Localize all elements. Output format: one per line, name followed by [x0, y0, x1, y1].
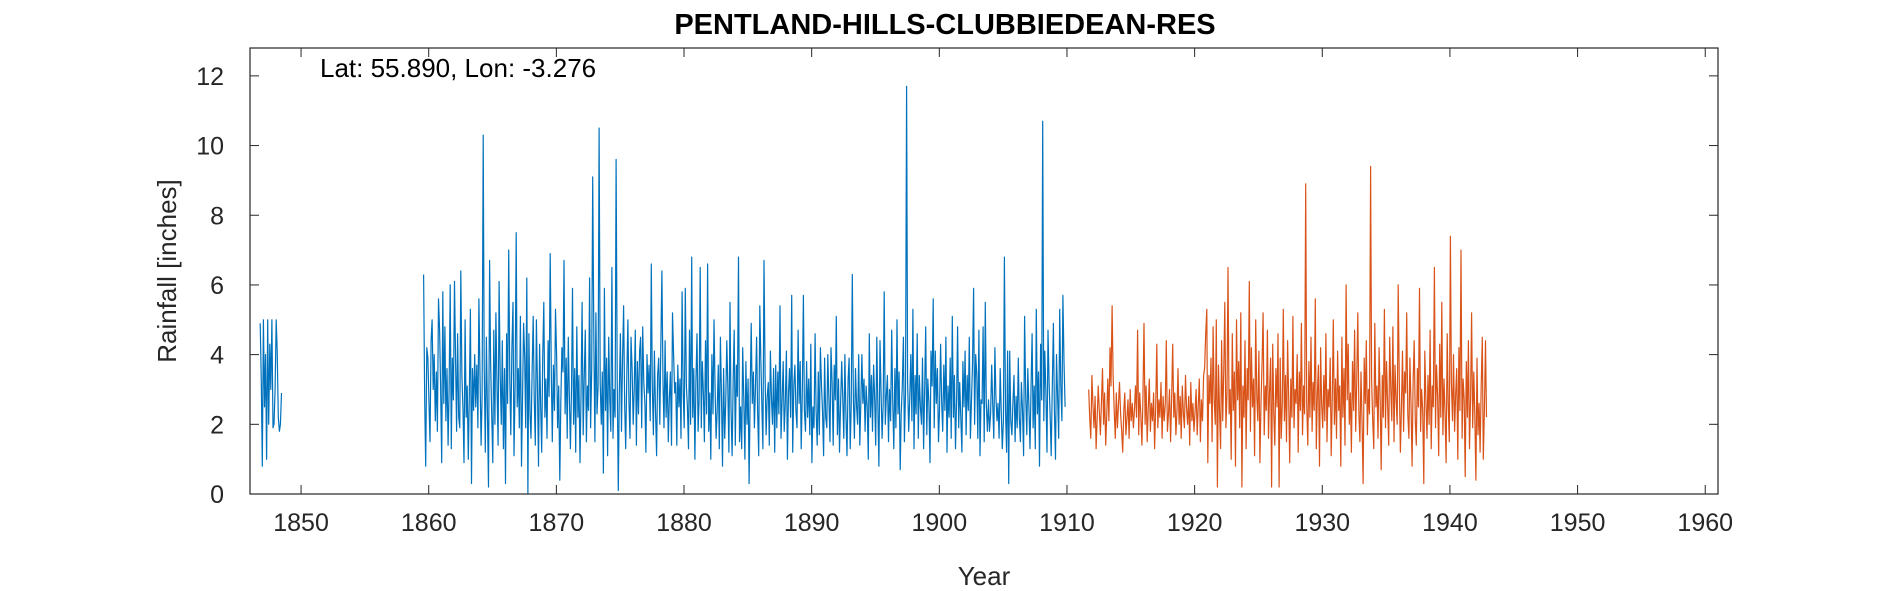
x-tick-label: 1870: [529, 509, 585, 537]
x-tick-label: 1880: [656, 509, 712, 537]
plot-lines: [259, 85, 1488, 495]
x-axis: 1850 1860 1870 1880 1890 1900 1910 1920 1930 1940…: [273, 48, 1733, 537]
x-tick-label: 1950: [1550, 509, 1606, 537]
axes-box: [249, 47, 1719, 495]
x-axis-label: Year: [958, 561, 1011, 591]
series-2-line-segment-1: [1088, 165, 1488, 488]
x-tick-label: 1850: [273, 509, 329, 537]
y-axis: 0 2 4 6 8 10 12: [196, 63, 1718, 509]
y-tick-label: 0: [210, 481, 224, 509]
y-axis-label: Rainfall [inches]: [152, 179, 182, 363]
y-tick-label: 2: [210, 411, 224, 439]
series-1-line-segment-1: [259, 319, 283, 467]
chart-title: PENTLAND-HILLS-CLUBBIEDEAN-RES: [674, 9, 1215, 41]
x-tick-label: 1910: [1039, 509, 1095, 537]
location-annotation: Lat: 55.890, Lon: -3.276: [320, 53, 596, 83]
y-tick-label: 4: [210, 342, 224, 370]
x-tick-label: 1960: [1677, 509, 1733, 537]
x-tick-label: 1890: [784, 509, 840, 537]
series-1-line-segment-2: [423, 85, 1066, 495]
x-tick-label: 1900: [912, 509, 968, 537]
x-tick-label: 1930: [1294, 509, 1350, 537]
y-tick-label: 10: [196, 133, 224, 161]
x-tick-label: 1920: [1167, 509, 1223, 537]
x-tick-label: 1940: [1422, 509, 1478, 537]
x-tick-label: 1860: [401, 509, 457, 537]
y-tick-label: 6: [210, 272, 224, 300]
y-tick-label: 12: [196, 63, 224, 91]
y-tick-label: 8: [210, 202, 224, 230]
